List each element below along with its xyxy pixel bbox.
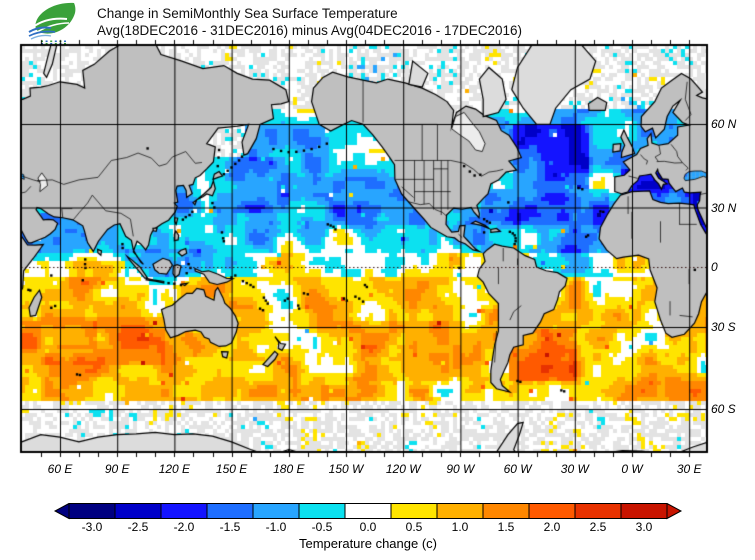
colorbar-tick-label: 1.0 [451, 520, 469, 534]
lon-label: 60 E [47, 462, 73, 476]
page-title: Change in SemiMonthly Sea Surface Temper… [97, 6, 398, 21]
colorbar-tick-label: 2.0 [543, 520, 561, 534]
lat-label: 60 N [711, 117, 737, 131]
colorbar-segment [252, 503, 300, 519]
colorbar-tick-label: -2.0 [173, 520, 195, 534]
colorbar-tick-label: -2.5 [127, 520, 149, 534]
colorbar-caption: Temperature change (c) [298, 536, 437, 551]
colorbar-segment [620, 503, 668, 519]
lon-label: 90 E [104, 462, 130, 476]
colorbar-tick-label: 0.0 [359, 520, 377, 534]
colorbar-segment [574, 503, 622, 519]
colorbar-segment [436, 503, 484, 519]
page-subtitle: Avg(18DEC2016 - 31DEC2016) minus Avg(04D… [97, 23, 522, 38]
lon-label: 180 E [273, 462, 305, 476]
lon-label: 120 E [158, 462, 191, 476]
colorbar-tick-label: -1.0 [265, 520, 287, 534]
colorbar-segment [482, 503, 530, 519]
lon-label: 60 W [503, 462, 532, 476]
colorbar-segment [206, 503, 254, 519]
agency-leaf-logo [28, 2, 76, 45]
lat-label: 30 S [711, 320, 736, 334]
colorbar-segment [344, 503, 392, 519]
world-map-canvas [13, 37, 715, 461]
colorbar-segment [68, 503, 116, 519]
temperature-colorbar [53, 503, 683, 520]
lat-label: 60 S [711, 402, 736, 416]
colorbar-segment [160, 503, 208, 519]
colorbar-segment [298, 503, 346, 519]
colorbar-tick-label: 2.5 [589, 520, 607, 534]
colorbar-segment [390, 503, 438, 519]
colorbar-tick-label: 0.5 [405, 520, 423, 534]
colorbar-segment [528, 503, 576, 519]
lat-label: 0 [711, 260, 718, 274]
lon-label: 30 W [560, 462, 589, 476]
colorbar-tick-label: -0.5 [311, 520, 333, 534]
lon-label: 0 W [621, 462, 643, 476]
lon-label: 120 W [385, 462, 421, 476]
lon-label: 150 E [215, 462, 248, 476]
colorbar-tick-labels: -3.0 -2.5 -2.0 -1.5 -1.0 -0.5 0.0 0.5 1.0 1.5 2.0 2… [69, 520, 667, 534]
colorbar-tick-label: -3.0 [81, 520, 103, 534]
colorbar-segment [114, 503, 162, 519]
colorbar-tick-label: 3.0 [635, 520, 653, 534]
colorbar-tick-label: -1.5 [219, 520, 241, 534]
colorbar-tick-label: 1.5 [497, 520, 515, 534]
lon-label: 30 E [676, 462, 702, 476]
lat-label: 30 N [711, 200, 737, 215]
lon-label: 90 W [446, 462, 475, 476]
lon-label: 150 W [328, 462, 364, 476]
